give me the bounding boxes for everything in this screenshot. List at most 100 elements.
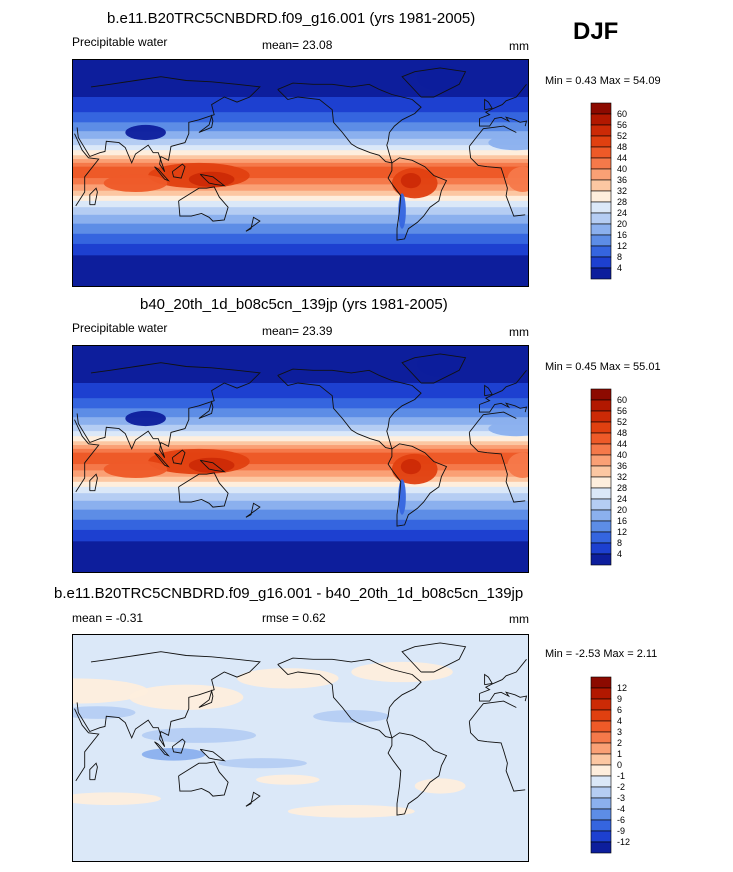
field-band xyxy=(72,166,529,179)
field-anomaly xyxy=(217,758,307,769)
coastline xyxy=(89,187,98,206)
colorbar-swatch xyxy=(590,410,612,423)
field-anomaly xyxy=(103,174,168,192)
colorbar-swatch xyxy=(590,443,612,456)
colorbar-tick-label: 16 xyxy=(617,230,627,240)
colorbar-tick-label: 44 xyxy=(617,439,627,449)
field-band xyxy=(72,408,529,418)
colorbar-swatch xyxy=(590,146,612,159)
colorbar-tick-label: 60 xyxy=(617,395,627,405)
coastline xyxy=(74,419,100,493)
field-anomaly xyxy=(400,173,422,189)
coastline xyxy=(245,791,261,807)
coastline xyxy=(401,642,467,673)
coastline xyxy=(484,673,493,686)
panel1-mean-label: mean= 23.08 xyxy=(262,38,333,52)
colorbar-tick-label: -2 xyxy=(617,782,625,792)
colorbar-tick-label: 8 xyxy=(617,252,622,262)
panel3-units-label: mm xyxy=(509,612,529,626)
field-band xyxy=(72,424,529,432)
panel3-minmax: Min = -2.53 Max = 2.11 xyxy=(545,648,658,660)
colorbar-swatch xyxy=(590,753,612,766)
field-band xyxy=(72,159,529,164)
field-band xyxy=(72,112,529,123)
coastline xyxy=(89,473,98,492)
colorbar-tick-label: 4 xyxy=(617,549,622,559)
field-band xyxy=(72,223,529,235)
colorbar-swatch xyxy=(590,465,612,478)
field-band xyxy=(72,233,529,245)
colorbar-swatch xyxy=(590,553,612,566)
field-band xyxy=(72,214,529,225)
colorbar-swatch xyxy=(590,797,612,810)
coastline xyxy=(198,114,214,133)
colorbar-swatch xyxy=(590,267,612,280)
colorbar-tick-label: 16 xyxy=(617,516,627,526)
coastline xyxy=(468,721,526,792)
colorbar-tick-label: 3 xyxy=(617,727,622,737)
colorbar-swatch xyxy=(590,687,612,700)
colorbar-tick-label: 32 xyxy=(617,472,627,482)
coastline xyxy=(277,657,422,739)
colorbar-swatch xyxy=(590,786,612,799)
colorbar-swatch xyxy=(590,113,612,126)
coastline xyxy=(245,502,261,518)
colorbar-tick-label: 4 xyxy=(617,716,622,726)
field-band xyxy=(72,145,529,151)
field-band xyxy=(72,448,529,454)
colorbar-tick-label: 9 xyxy=(617,694,622,704)
colorbar-tick-label: 40 xyxy=(617,450,627,460)
field-band xyxy=(72,150,529,156)
coastline xyxy=(479,402,528,413)
coastline xyxy=(154,741,170,757)
colorbar-swatch xyxy=(590,720,612,733)
colorbar-swatch xyxy=(590,520,612,533)
colorbar-tick-label: 12 xyxy=(617,683,627,693)
field-band xyxy=(72,417,529,426)
coastline xyxy=(171,163,186,179)
panel3-title: b.e11.B20TRC5CNBDRD.f09_g16.001 - b40_20… xyxy=(54,585,524,602)
field-band xyxy=(72,464,529,471)
field-band xyxy=(72,436,529,442)
panel1-variable-label: Precipitable water xyxy=(72,35,168,49)
coastline xyxy=(74,708,100,782)
colorbar-swatch xyxy=(590,399,612,412)
field-anomaly xyxy=(507,452,529,478)
field-band xyxy=(72,383,529,399)
field-anomaly xyxy=(313,710,390,723)
colorbar-swatch xyxy=(590,201,612,214)
coastline xyxy=(484,98,493,111)
coastline xyxy=(479,116,528,127)
colorbar-tick-label: 20 xyxy=(617,505,627,515)
coastline xyxy=(479,370,527,405)
field-anomaly xyxy=(141,748,206,761)
colorbar-swatch xyxy=(590,841,612,854)
colorbar-tick-label: 12 xyxy=(617,241,627,251)
colorbar-tick-label: 32 xyxy=(617,186,627,196)
colorbar-swatch xyxy=(590,102,612,115)
colorbar-tick-label: 8 xyxy=(617,538,622,548)
colorbar-tick-label: 28 xyxy=(617,197,627,207)
field-band xyxy=(72,162,529,168)
field-band xyxy=(72,481,529,488)
field-anomaly xyxy=(72,678,149,704)
coastline xyxy=(154,452,170,468)
field-band xyxy=(72,500,529,511)
field-band xyxy=(72,493,529,502)
field-anomaly xyxy=(287,805,415,818)
colorbar-swatch xyxy=(590,698,612,711)
panel2-mean-label: mean= 23.39 xyxy=(262,324,333,338)
colorbar-swatch xyxy=(590,830,612,843)
colorbar-tick-label: -4 xyxy=(617,804,625,814)
field-anomaly xyxy=(141,727,257,743)
coastline xyxy=(89,762,98,781)
field-band xyxy=(72,184,529,192)
colorbar-tick-label: 4 xyxy=(617,263,622,273)
colorbar-swatch xyxy=(590,245,612,258)
field-anomaly xyxy=(417,65,463,91)
coastline xyxy=(479,84,527,119)
field-band xyxy=(72,243,529,256)
panel3-mean-label: mean = -0.31 xyxy=(72,611,144,625)
colorbar-swatch xyxy=(590,775,612,788)
